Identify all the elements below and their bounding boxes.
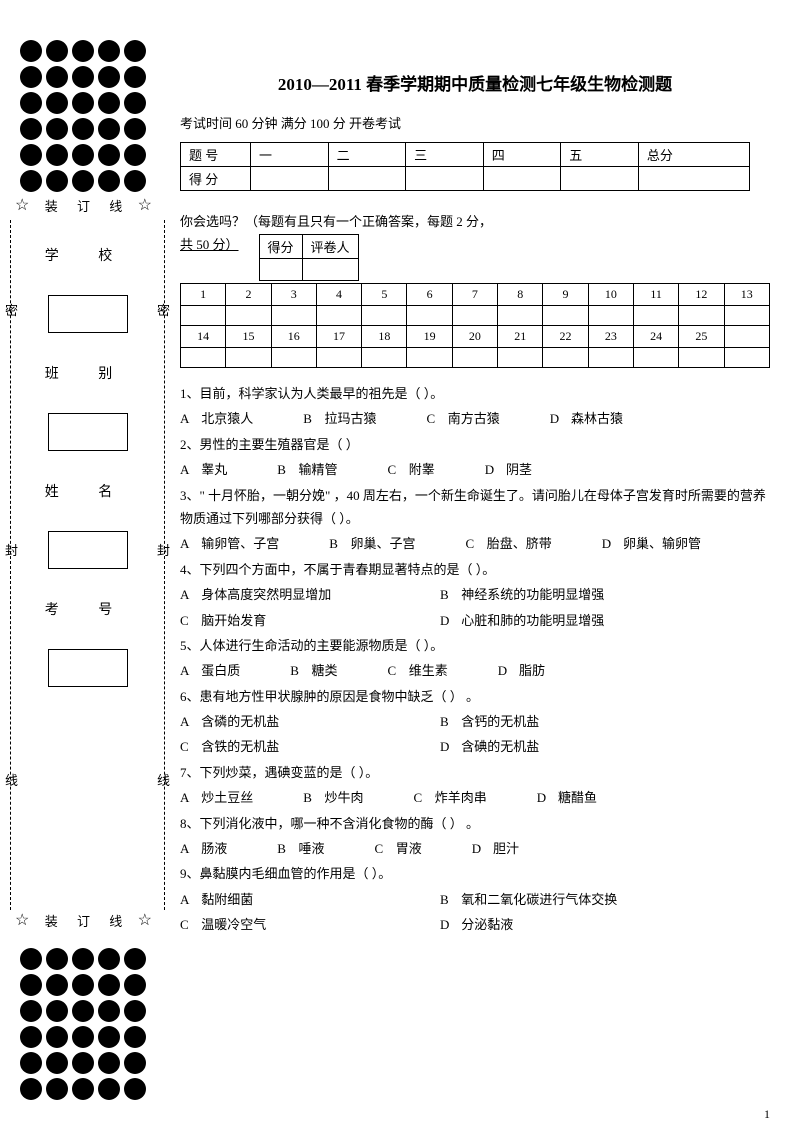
page-number: 1 [764, 1107, 770, 1122]
star-icon: ☆ [138, 195, 160, 215]
decoration-dots-bottom [20, 948, 146, 1104]
side-box-num[interactable] [48, 649, 128, 687]
score-label: 得 分 [181, 167, 251, 191]
edge-char-xian-r: 线 [157, 770, 170, 789]
answer-grid: 12345678910111213 1415161718192021222324… [180, 283, 770, 368]
table-row: 得 分 [181, 167, 750, 191]
question-options: C 含铁的无机盐D 含碘的无机盐 [180, 735, 770, 758]
content-area: 2010—2011 春季学期期中质量检测七年级生物检测题 考试时间 60 分钟 … [180, 70, 770, 939]
question-text: 8、下列消化液中，哪一种不含消化食物的酶（ ） 。 [180, 812, 770, 835]
question-options: A 黏附细菌B 氧和二氧化碳进行气体交换 [180, 888, 770, 911]
binding-line-top: ☆ 装 订 线 ☆ [15, 195, 160, 215]
edge-char-feng-l: 封 [5, 540, 18, 559]
score-header: 三 [406, 143, 484, 167]
table-row: 题 号 一 二 三 四 五 总分 [181, 143, 750, 167]
question-options: A 肠液B 唾液C 胃液D 胆汁 [180, 837, 770, 860]
question-text: 6、患有地方性甲状腺肿的原因是食物中缺乏（ ） 。 [180, 685, 770, 708]
score-header: 五 [561, 143, 639, 167]
question-options: A 含磷的无机盐B 含钙的无机盐 [180, 710, 770, 733]
binding-text: 装 订 线 [45, 196, 131, 215]
question-options: A 蛋白质B 糖类C 维生素D 脂肪 [180, 659, 770, 682]
side-box-name[interactable] [48, 531, 128, 569]
section-intro-l1: 你会选吗？（每题有且只有一个正确答案，每题 2 分， [180, 211, 770, 230]
question-options: A 睾丸B 输精管C 附睾D 阴茎 [180, 458, 770, 481]
question-options: A 输卵管、子宫B 卵巢、子宫C 胎盘、脐带D 卵巢、输卵管 [180, 532, 770, 555]
side-label-num: 考 号 [45, 599, 131, 619]
side-label-name: 姓 名 [45, 481, 131, 501]
question-text: 2、男性的主要生殖器官是（ ） [180, 433, 770, 456]
binding-line-bottom: ☆ 装 订 线 ☆ [15, 910, 160, 930]
questions-block: 1、目前，科学家认为人类最早的祖先是（ ）。A 北京猿人B 拉玛古猿C 南方古猿… [180, 382, 770, 937]
edge-char-feng-r: 封 [157, 540, 170, 559]
star-icon: ☆ [15, 195, 37, 215]
star-icon: ☆ [15, 910, 37, 930]
edge-char-xian-l: 线 [5, 770, 18, 789]
question-options: A 北京猿人B 拉玛古猿C 南方古猿D 森林古猿 [180, 407, 770, 430]
subhead-table: 得分 评卷人 [259, 234, 359, 281]
score-header: 总分 [638, 143, 749, 167]
binding-text: 装 订 线 [45, 911, 131, 930]
table-row: 12345678910111213 [181, 284, 770, 306]
subhead-grader: 评卷人 [302, 235, 358, 259]
table-row: 141516171819202122232425 [181, 326, 770, 348]
question-text: 1、目前，科学家认为人类最早的祖先是（ ）。 [180, 382, 770, 405]
subhead-score: 得分 [259, 235, 302, 259]
exam-title: 2010—2011 春季学期期中质量检测七年级生物检测题 [180, 70, 770, 95]
question-options: A 炒土豆丝B 炒牛肉C 炸羊肉串D 糖醋鱼 [180, 786, 770, 809]
side-label-school: 学 校 [45, 245, 131, 265]
score-header: 题 号 [181, 143, 251, 167]
score-table: 题 号 一 二 三 四 五 总分 得 分 [180, 142, 750, 191]
side-label-class: 班 别 [45, 363, 131, 383]
question-options: C 温暖冷空气D 分泌黏液 [180, 913, 770, 936]
question-text: 5、人体进行生命活动的主要能源物质是（ ）。 [180, 634, 770, 657]
question-text: 9、鼻黏膜内毛细血管的作用是（ ）。 [180, 862, 770, 885]
score-header: 一 [251, 143, 329, 167]
decoration-dots-top [20, 40, 146, 196]
table-row [181, 306, 770, 326]
table-row [181, 348, 770, 368]
score-header: 四 [483, 143, 561, 167]
question-text: 7、下列炒菜，遇碘变蓝的是（ ）。 [180, 761, 770, 784]
edge-char-mi-r: 密 [157, 300, 170, 319]
question-options: A 身体高度突然明显增加B 神经系统的功能明显增强 [180, 583, 770, 606]
question-text: 4、下列四个方面中，不属于青春期显著特点的是（ ）。 [180, 558, 770, 581]
edge-char-mi-l: 密 [5, 300, 18, 319]
question-options: C 脑开始发育D 心脏和肺的功能明显增强 [180, 609, 770, 632]
side-box-school[interactable] [48, 295, 128, 333]
score-header: 二 [328, 143, 406, 167]
exam-info: 考试时间 60 分钟 满分 100 分 开卷考试 [180, 113, 770, 132]
side-box-class[interactable] [48, 413, 128, 451]
star-icon: ☆ [138, 910, 160, 930]
side-margin: 密 密 封 封 线 线 学 校 班 别 姓 名 考 号 [10, 220, 165, 910]
question-text: 3、" 十月怀胎，一朝分娩" ，40 周左右，一个新生命诞生了。请问胎儿在母体子… [180, 484, 770, 531]
section-intro-l2: 共 50 分） [180, 234, 239, 253]
